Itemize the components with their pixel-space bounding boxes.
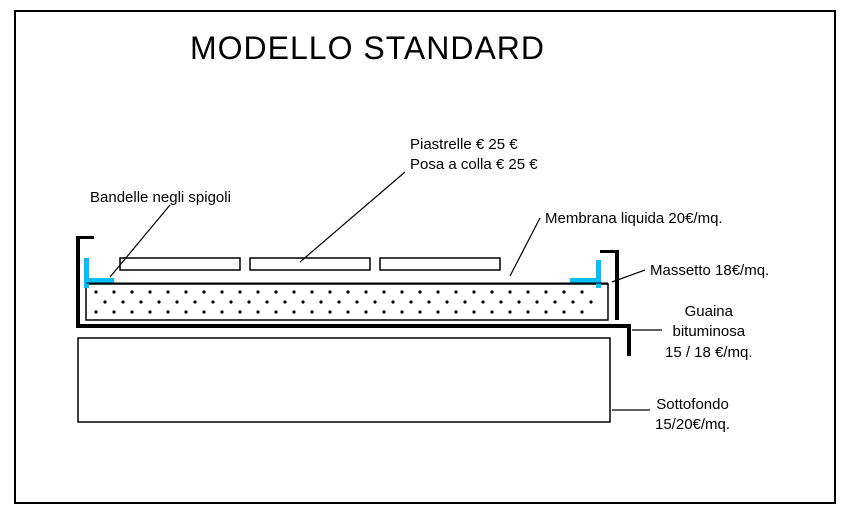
- diagram-svg: [0, 0, 850, 516]
